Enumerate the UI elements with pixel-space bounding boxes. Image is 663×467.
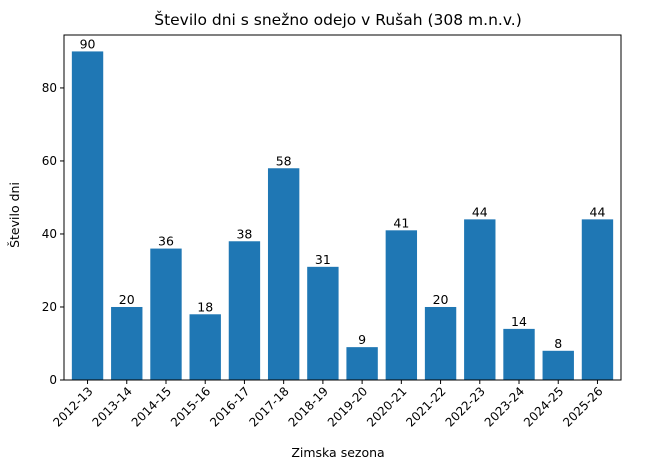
y-axis: 0 20 40 60 80 bbox=[42, 81, 64, 387]
data-label-2021-22: 20 bbox=[433, 292, 449, 307]
x-tick-label: 2020-21 bbox=[364, 384, 409, 429]
data-label-2018-19: 31 bbox=[315, 252, 331, 267]
x-tick-label: 2023-24 bbox=[482, 384, 527, 429]
x-tick-label: 2022-23 bbox=[443, 384, 488, 429]
x-tick-label: 2015-16 bbox=[168, 384, 213, 429]
data-label-2015-16: 18 bbox=[197, 299, 213, 314]
data-label-2016-17: 38 bbox=[236, 226, 252, 241]
bar-2024-25 bbox=[542, 350, 574, 380]
x-tick-label: 2019-20 bbox=[325, 384, 370, 429]
x-tick-label: 2025-26 bbox=[560, 384, 605, 429]
bar-2022-23 bbox=[464, 219, 496, 380]
y-tick-label: 20 bbox=[42, 300, 57, 314]
x-tick-label: 2017-18 bbox=[246, 384, 291, 429]
bar-2020-21 bbox=[385, 230, 418, 380]
x-tick-label: 2014-15 bbox=[129, 384, 174, 429]
data-label-2012-13: 90 bbox=[80, 36, 96, 51]
bar-2025-26 bbox=[581, 219, 614, 380]
chart-title: Število dni s snežno odejo v Rušah (308 … bbox=[154, 10, 522, 29]
plot-frame bbox=[63, 34, 622, 381]
bar-2012-13 bbox=[71, 51, 104, 381]
data-label-2014-15: 36 bbox=[158, 234, 174, 249]
data-label-2020-21: 41 bbox=[393, 215, 409, 230]
bars-group bbox=[71, 51, 614, 381]
bar-2015-16 bbox=[189, 314, 221, 380]
data-labels-group: 90 20 36 18 38 58 31 9 41 20 44 14 8 44 bbox=[80, 36, 606, 350]
data-label-2024-25: 8 bbox=[554, 336, 562, 351]
bar-2013-14 bbox=[111, 306, 143, 380]
bar-2018-19 bbox=[307, 266, 339, 380]
x-tick-label: 2012-13 bbox=[50, 384, 95, 429]
data-label-2017-18: 58 bbox=[276, 153, 292, 168]
bar-2023-24 bbox=[503, 328, 535, 380]
plot-area: 90 20 36 18 38 58 31 9 41 20 44 14 8 44 0 20 40 60 80 201… bbox=[42, 34, 622, 430]
bar-2017-18 bbox=[267, 168, 300, 380]
y-tick-label: 60 bbox=[42, 154, 57, 168]
y-tick-label: 80 bbox=[42, 81, 57, 95]
bar-2019-20 bbox=[346, 347, 378, 380]
x-tick-label: 2018-19 bbox=[286, 384, 331, 429]
x-tick-label: 2016-17 bbox=[207, 384, 252, 429]
x-tick-label: 2013-14 bbox=[90, 384, 135, 429]
data-label-2019-20: 9 bbox=[358, 332, 366, 347]
x-tick-label: 2021-22 bbox=[403, 384, 448, 429]
x-axis-label: Zimska sezona bbox=[291, 445, 384, 460]
x-tick-label: 2024-25 bbox=[521, 384, 566, 429]
data-label-2025-26: 44 bbox=[590, 204, 606, 219]
y-axis-label: Število dni bbox=[7, 182, 22, 248]
x-axis: 2012-132013-142014-152015-162016-172017-… bbox=[50, 380, 606, 430]
data-label-2022-23: 44 bbox=[472, 204, 488, 219]
data-label-2023-24: 14 bbox=[511, 314, 527, 329]
y-tick-label: 40 bbox=[42, 227, 57, 241]
data-label-2013-14: 20 bbox=[119, 292, 135, 307]
bar-2016-17 bbox=[228, 241, 261, 380]
bar-2021-22 bbox=[424, 306, 457, 380]
bar-2014-15 bbox=[150, 248, 182, 380]
y-tick-label: 0 bbox=[49, 373, 57, 387]
